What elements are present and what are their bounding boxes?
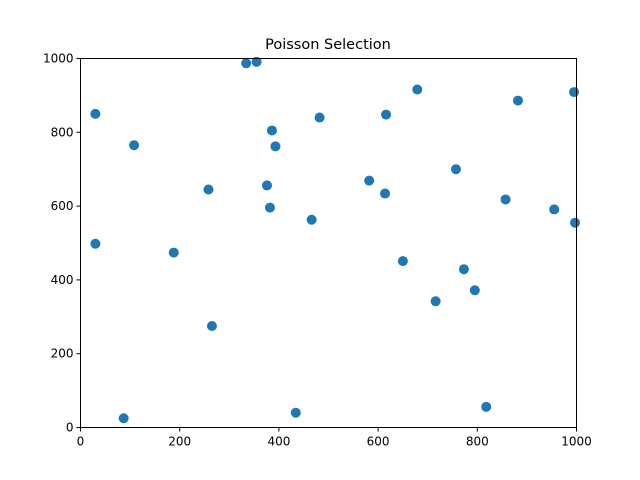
data-point-21	[430, 296, 441, 307]
data-point-26	[500, 194, 511, 205]
data-point-20	[412, 84, 423, 95]
data-point-19	[397, 256, 408, 267]
data-point-23	[458, 264, 469, 275]
data-point-24	[469, 285, 480, 296]
data-point-15	[314, 112, 325, 123]
x-tick-label-1: 200	[168, 435, 191, 449]
data-point-12	[270, 141, 281, 152]
data-point-5	[203, 184, 214, 195]
data-point-4	[168, 247, 179, 258]
data-point-28	[549, 204, 560, 215]
data-point-22	[450, 164, 461, 175]
y-tick-label-5: 1000	[43, 52, 74, 66]
ticks-layer: 0 200 400 600 800 1000 0 200 400 600 800 1000	[43, 52, 592, 449]
y-tick-label-3: 600	[51, 199, 74, 213]
data-point-30	[570, 217, 581, 228]
data-point-18	[381, 109, 392, 120]
data-point-1	[90, 238, 101, 249]
y-tick-label-4: 800	[51, 125, 74, 139]
data-point-16	[364, 175, 375, 186]
data-point-17	[380, 188, 391, 199]
data-point-25	[481, 401, 492, 412]
x-tick-label-4: 800	[466, 435, 489, 449]
data-point-9	[261, 180, 272, 191]
y-tick-label-1: 200	[51, 347, 74, 361]
data-point-29	[569, 87, 580, 98]
data-point-0	[90, 108, 101, 119]
data-point-7	[241, 58, 252, 69]
data-point-2	[118, 413, 129, 424]
data-point-13	[290, 407, 301, 418]
x-tick-label-0: 0	[77, 435, 85, 449]
chart-title: Poisson Selection	[265, 37, 391, 53]
y-tick-label-0: 0	[66, 421, 74, 435]
y-tick-label-2: 400	[51, 273, 74, 287]
x-tick-label-3: 600	[367, 435, 390, 449]
x-tick-label-2: 400	[267, 435, 290, 449]
data-point-6	[206, 321, 217, 332]
data-point-11	[266, 125, 277, 136]
data-point-3	[129, 140, 140, 151]
points-layer	[90, 56, 581, 424]
plot-frame	[80, 58, 577, 428]
x-tick-label-5: 1000	[561, 435, 592, 449]
data-point-8	[251, 56, 262, 67]
data-point-10	[264, 202, 275, 213]
data-point-14	[306, 214, 317, 225]
data-point-27	[512, 95, 523, 106]
